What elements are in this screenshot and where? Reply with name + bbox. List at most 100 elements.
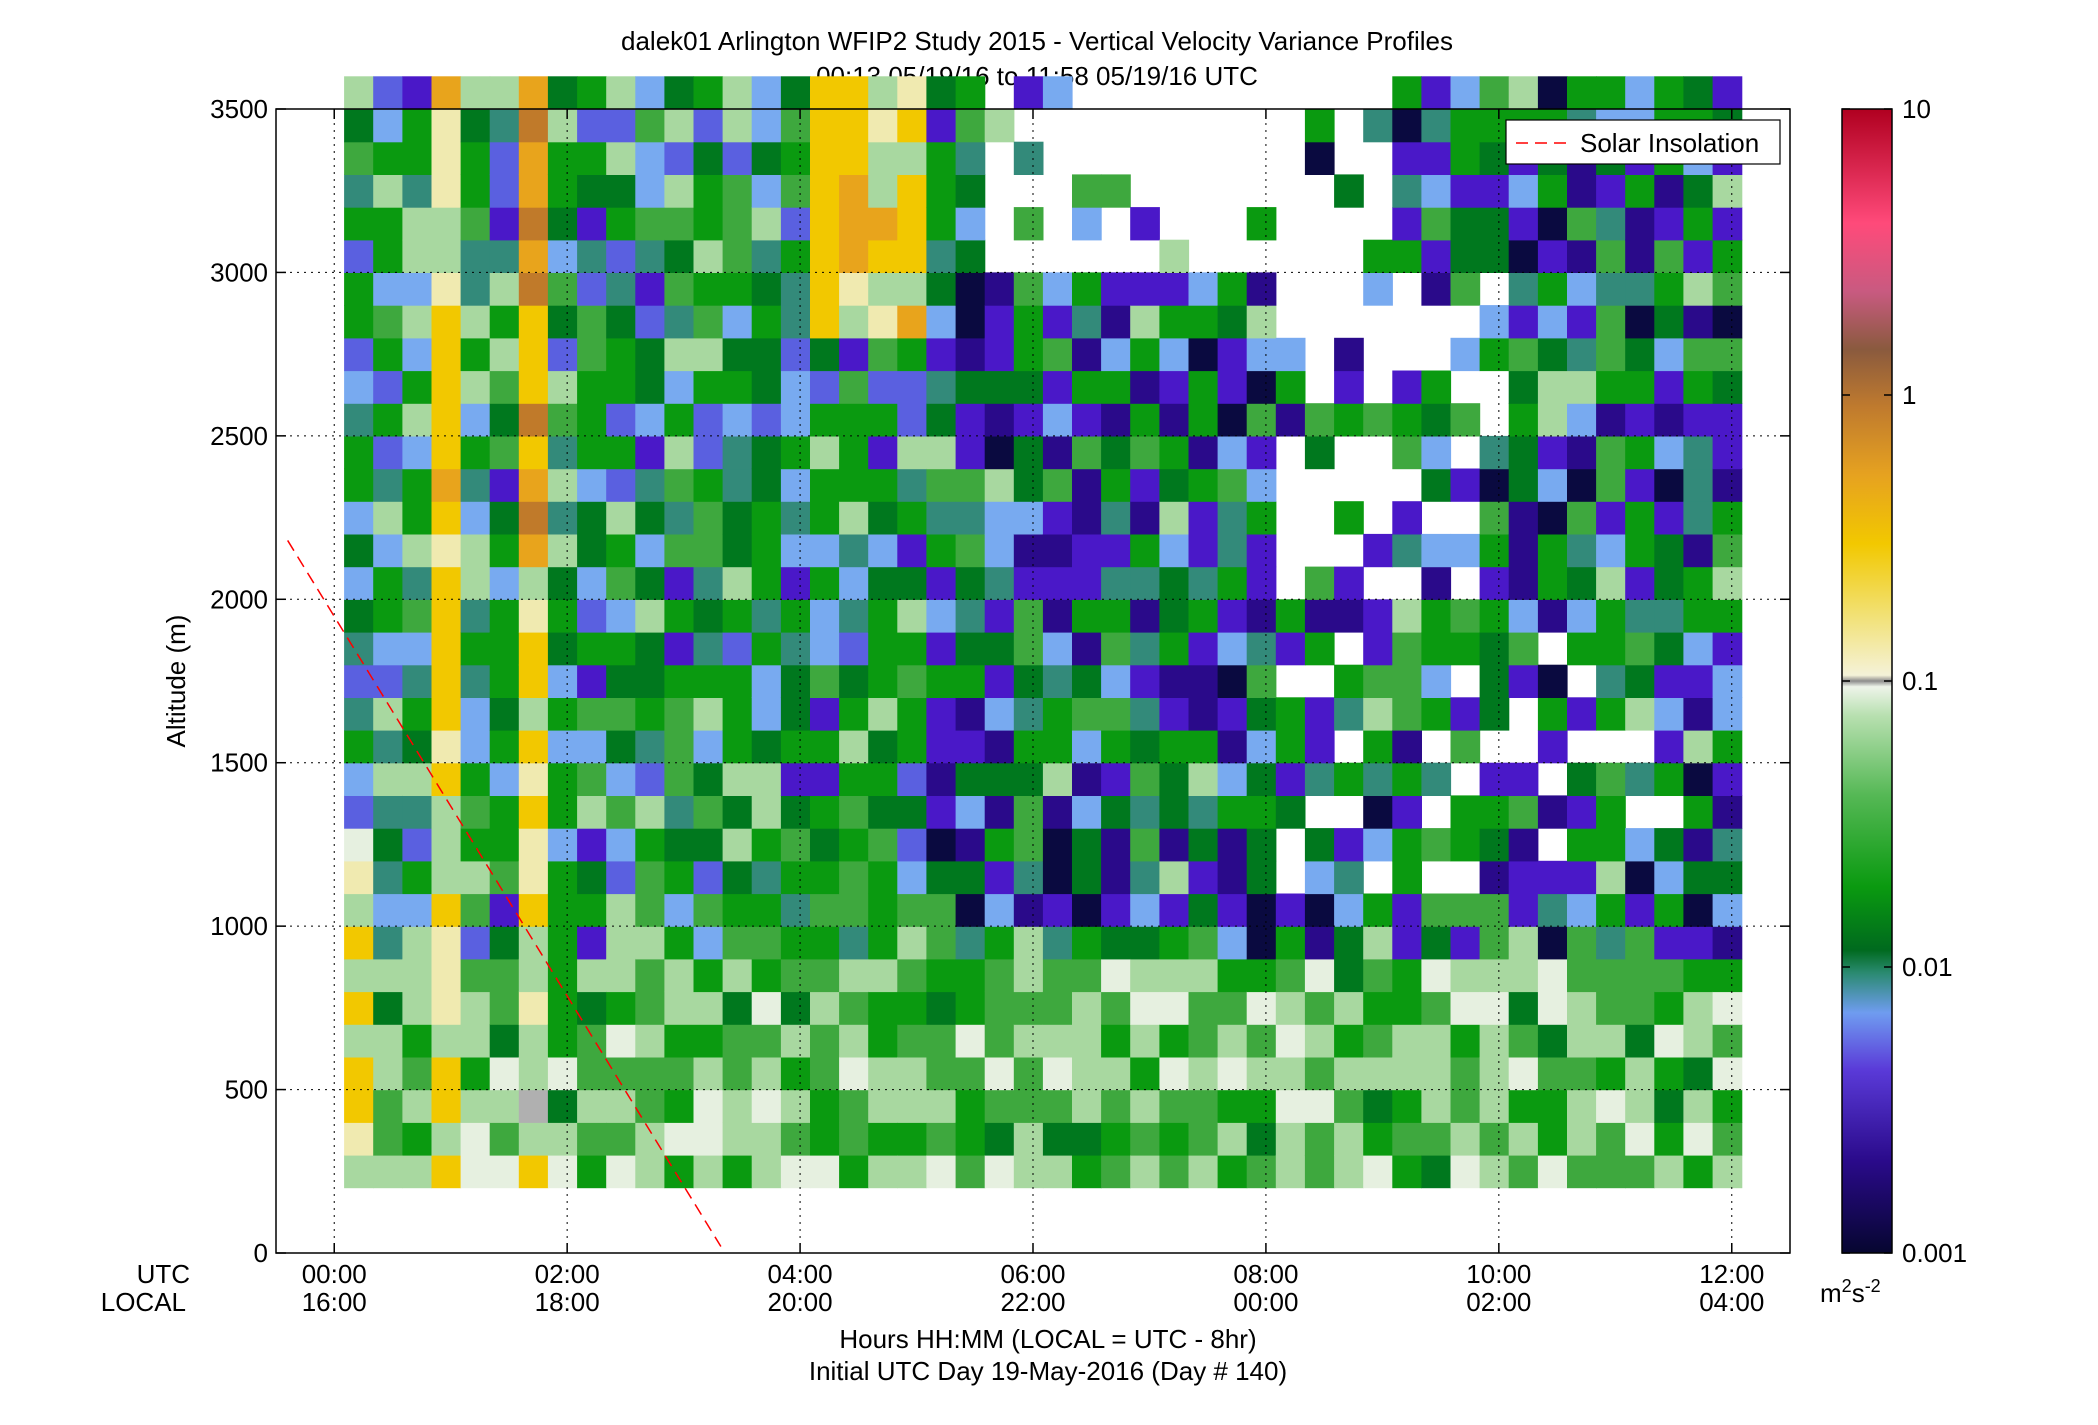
heatmap-cell: [1188, 435, 1219, 470]
heatmap-cell: [1537, 730, 1568, 764]
heatmap-cell: [868, 697, 898, 731]
heatmap-cell: [926, 207, 957, 241]
heatmap-cell: [1567, 305, 1597, 339]
heatmap-cell: [1072, 403, 1102, 437]
heatmap-cell: [344, 893, 374, 927]
heatmap-cell: [1217, 1154, 1248, 1189]
heatmap-cell: [1392, 664, 1422, 698]
heatmap-cell: [1625, 239, 1655, 273]
heatmap-cell: [1567, 533, 1597, 568]
heatmap-cell: [344, 403, 374, 437]
heatmap-cell: [1159, 501, 1190, 535]
heatmap-cell: [693, 893, 724, 927]
heatmap-cell: [547, 435, 578, 470]
heatmap-cell: [431, 337, 462, 372]
y-tick-label: 500: [225, 1075, 268, 1105]
heatmap-cell: [1479, 1122, 1510, 1156]
heatmap-cell: [547, 76, 578, 110]
heatmap-cell: [839, 1089, 869, 1123]
heatmap-cell: [1275, 337, 1306, 372]
heatmap-cell: [1596, 632, 1626, 666]
x-tick-label-utc: 12:00: [1699, 1259, 1764, 1289]
heatmap-cell: [955, 860, 986, 895]
heatmap-cell: [1217, 435, 1248, 470]
heatmap-cell: [1304, 958, 1335, 993]
heatmap-cell: [431, 76, 462, 110]
heatmap-cell: [693, 664, 724, 698]
heatmap-cell: [984, 1089, 1015, 1123]
heatmap-cell: [664, 141, 695, 175]
heatmap-cell: [1625, 599, 1655, 633]
heatmap-cell: [897, 109, 927, 143]
heatmap-cell: [1683, 207, 1714, 241]
heatmap-cell: [1159, 272, 1190, 306]
heatmap-cell: [810, 926, 840, 960]
heatmap-cell: [1567, 174, 1597, 208]
heatmap-cell: [606, 958, 636, 993]
heatmap-cell: [577, 174, 607, 208]
heatmap-cell: [547, 1089, 578, 1123]
heatmap-cell: [693, 926, 724, 960]
heatmap-cell: [373, 468, 403, 502]
heatmap-cell: [1275, 730, 1306, 764]
heatmap-cell: [926, 1089, 957, 1123]
heatmap-cell: [344, 435, 374, 470]
heatmap-cell: [1596, 403, 1626, 437]
heatmap-cell: [1159, 632, 1190, 666]
heatmap-cell: [373, 697, 403, 731]
heatmap-cell: [577, 893, 607, 927]
heatmap-cell: [1596, 991, 1626, 1025]
heatmap-cell: [1683, 174, 1714, 208]
heatmap-cell: [664, 762, 695, 796]
heatmap-cell: [722, 501, 753, 535]
heatmap-cell: [577, 566, 607, 600]
heatmap-cell: [1508, 403, 1539, 437]
y-tick-label: 3000: [210, 257, 268, 287]
legend: Solar Insolation: [1505, 119, 1781, 165]
heatmap-cell: [1013, 1056, 1044, 1091]
heatmap-cell: [1042, 926, 1073, 960]
heatmap-cell: [635, 828, 665, 862]
heatmap-cell: [460, 566, 491, 600]
heatmap-cell: [1042, 76, 1073, 110]
heatmap-cell: [1130, 632, 1160, 666]
heatmap-cell: [1188, 501, 1219, 535]
heatmap-cell: [1246, 468, 1277, 502]
heatmap-cell: [1042, 893, 1073, 927]
x-tick-label-utc: 08:00: [1233, 1259, 1298, 1289]
heatmap-cell: [1567, 403, 1597, 437]
heatmap-cell: [1246, 337, 1277, 372]
heatmap-cell: [1508, 828, 1539, 862]
heatmap-cell: [460, 337, 491, 372]
heatmap-cell: [1450, 730, 1481, 764]
heatmap-cell: [839, 435, 869, 470]
heatmap-cell: [635, 958, 665, 993]
heatmap-cell: [780, 926, 811, 960]
heatmap-cell: [1712, 991, 1743, 1025]
heatmap-cell: [1013, 533, 1044, 568]
heatmap-cell: [1072, 501, 1102, 535]
heatmap-cell: [1392, 1024, 1422, 1058]
heatmap-cell: [1217, 632, 1248, 666]
heatmap-cell: [460, 795, 491, 829]
heatmap-cell: [693, 730, 724, 764]
heatmap-cell: [897, 762, 927, 796]
heatmap-cell: [1101, 566, 1131, 600]
heatmap-cell: [1392, 207, 1422, 241]
heatmap-cell: [1683, 893, 1714, 927]
heatmap-cell: [722, 860, 753, 895]
heatmap-cell: [1072, 1089, 1102, 1123]
heatmap-cell: [1275, 370, 1306, 404]
heatmap-cell: [518, 337, 549, 372]
heatmap-cell: [344, 207, 374, 241]
heatmap-cell: [1217, 468, 1248, 502]
heatmap-cell: [606, 272, 636, 306]
heatmap-cell: [1508, 533, 1539, 568]
heatmap-cell: [722, 207, 753, 241]
heatmap-cell: [780, 991, 811, 1025]
heatmap-cell: [664, 893, 695, 927]
heatmap-cell: [926, 860, 957, 895]
heatmap-cell: [1072, 1154, 1102, 1189]
heatmap-cell: [1334, 958, 1364, 993]
heatmap-cell: [722, 1056, 753, 1091]
